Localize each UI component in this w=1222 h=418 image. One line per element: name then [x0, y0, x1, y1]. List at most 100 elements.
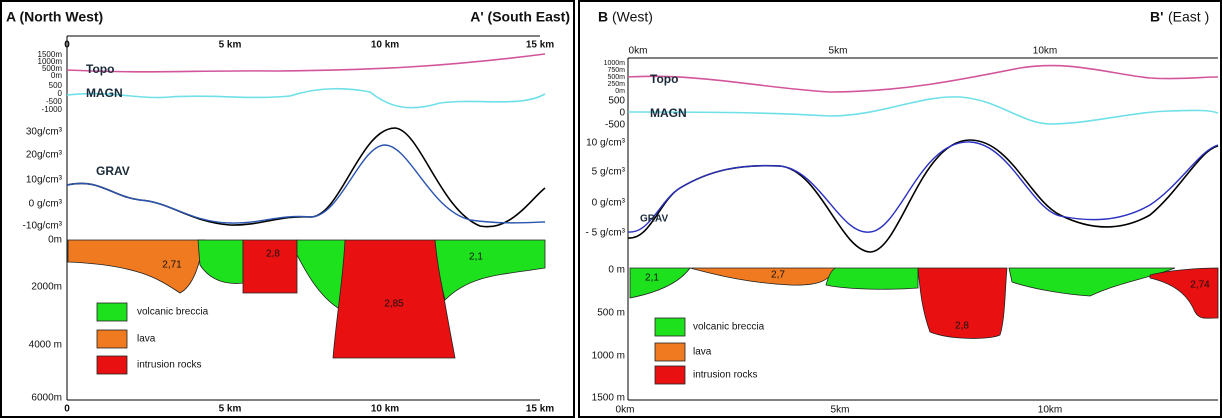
tick-label: 500 [49, 81, 63, 90]
legend-label: intrusion rocks [693, 370, 757, 381]
tick-label: -500 [605, 120, 625, 131]
density-label: 2,7 [771, 270, 785, 281]
topo-curve [66, 53, 546, 73]
legend-label: lava [137, 334, 156, 345]
tick-label: 15 km [526, 40, 554, 51]
tick-label: 10km [1038, 405, 1062, 416]
density-label: 2,74 [1190, 280, 1210, 291]
tick-label: 0m [51, 71, 62, 80]
density-label: 2,8 [266, 249, 280, 260]
tick-label: 10km [1033, 46, 1057, 57]
tick-label: 1500m [38, 50, 63, 59]
panel-title: B [598, 9, 608, 25]
tick-label: -500 [46, 97, 63, 106]
tick-label: 1500 m [592, 393, 625, 404]
panel-title: B' [1150, 9, 1163, 25]
tick-label: 15 km [526, 404, 554, 415]
tick-label: 0km [616, 405, 635, 416]
breccia-body [197, 239, 244, 284]
tick-label: 4000 m [29, 340, 62, 351]
tick-label: 5 g/cm³ [592, 167, 626, 178]
tick-label: 5km [831, 405, 850, 416]
legend-swatch [654, 365, 686, 385]
tick-label: 0m [48, 235, 62, 246]
lava-body [689, 267, 836, 286]
legend-label: lava [693, 347, 712, 358]
tick-label: 500m [42, 64, 62, 73]
tick-label: 2000m [31, 282, 62, 293]
panel-title: A (North West) [6, 9, 103, 25]
panel-frame [0, 0, 575, 418]
topo-curve [627, 64, 1219, 93]
tick-label: 1000m [38, 57, 63, 66]
legend-swatch [96, 302, 128, 322]
tick-label: - 5 g/cm³ [586, 228, 626, 239]
tick-label: 10g/cm³ [26, 175, 63, 186]
tick-label: 250m [607, 81, 625, 88]
breccia-body [629, 267, 691, 299]
curve-label: Topo [650, 72, 678, 86]
tick-label: 0km [629, 46, 648, 57]
tick-label: 10 g/cm³ [586, 138, 626, 149]
intrusion-body [1149, 267, 1219, 319]
curve-label: MAGN [86, 86, 123, 100]
tick-label: 0 [58, 89, 63, 98]
magn-curve [66, 87, 546, 109]
legend-swatch [654, 342, 686, 362]
tick-label: 5 km [219, 404, 242, 415]
legend-label: volcanic breccia [693, 322, 765, 333]
panel-title: (West) [612, 9, 653, 25]
density-label: 2,1 [469, 252, 483, 263]
grav-model [66, 144, 546, 224]
tick-label: 500 [608, 96, 625, 107]
magn-curve [627, 96, 1219, 125]
legend-swatch [96, 329, 128, 349]
tick-label: 0 [619, 108, 625, 119]
tick-label: 0 g/cm³ [29, 199, 63, 210]
tick-label: 6000m [31, 393, 62, 404]
tick-label: 1000 m [592, 351, 625, 362]
tick-label: 500m [607, 74, 625, 81]
panel-frame [578, 0, 1222, 418]
grav-observed [627, 139, 1219, 253]
breccia-body [825, 267, 919, 290]
breccia-body [296, 239, 346, 313]
density-label: 2,71 [162, 260, 182, 271]
tick-label: 0 [64, 40, 70, 51]
curve-label: GRAV [96, 164, 130, 178]
legend-label: volcanic breccia [137, 307, 209, 318]
intrusion-body [917, 267, 1008, 339]
panel-title: (East ) [1168, 9, 1209, 25]
curve-label: GRAV [640, 214, 668, 225]
grav-model [627, 141, 1219, 233]
tick-label: 5 km [219, 40, 242, 51]
tick-label: 0 [64, 404, 70, 415]
density-label: 2,8 [955, 321, 969, 332]
curve-label: Topo [86, 62, 114, 76]
density-label: 2,85 [384, 299, 404, 310]
tick-label: 10 km [371, 404, 399, 415]
tick-label: 0m [615, 88, 625, 95]
tick-label: 0 g/cm³ [592, 198, 626, 209]
tick-label: 500 m [597, 308, 625, 319]
tick-label: 30g/cm³ [26, 127, 63, 138]
breccia-body [434, 239, 546, 301]
tick-label: 10 km [371, 40, 399, 51]
legend-swatch [96, 355, 128, 375]
intrusion-body [242, 239, 298, 294]
tick-label: -1000 [42, 105, 63, 114]
tick-label: 20g/cm³ [26, 150, 63, 161]
curve-label: MAGN [650, 106, 687, 120]
tick-label: 5km [829, 46, 848, 57]
tick-label: -10g/cm³ [23, 221, 63, 232]
lava-body [67, 239, 206, 294]
panel-title: A' (South East) [470, 9, 570, 25]
legend-swatch [654, 317, 686, 337]
legend-label: intrusion rocks [137, 360, 201, 371]
grav-observed [66, 127, 546, 228]
tick-label: 1000m [604, 60, 626, 67]
tick-label: 750m [607, 67, 625, 74]
